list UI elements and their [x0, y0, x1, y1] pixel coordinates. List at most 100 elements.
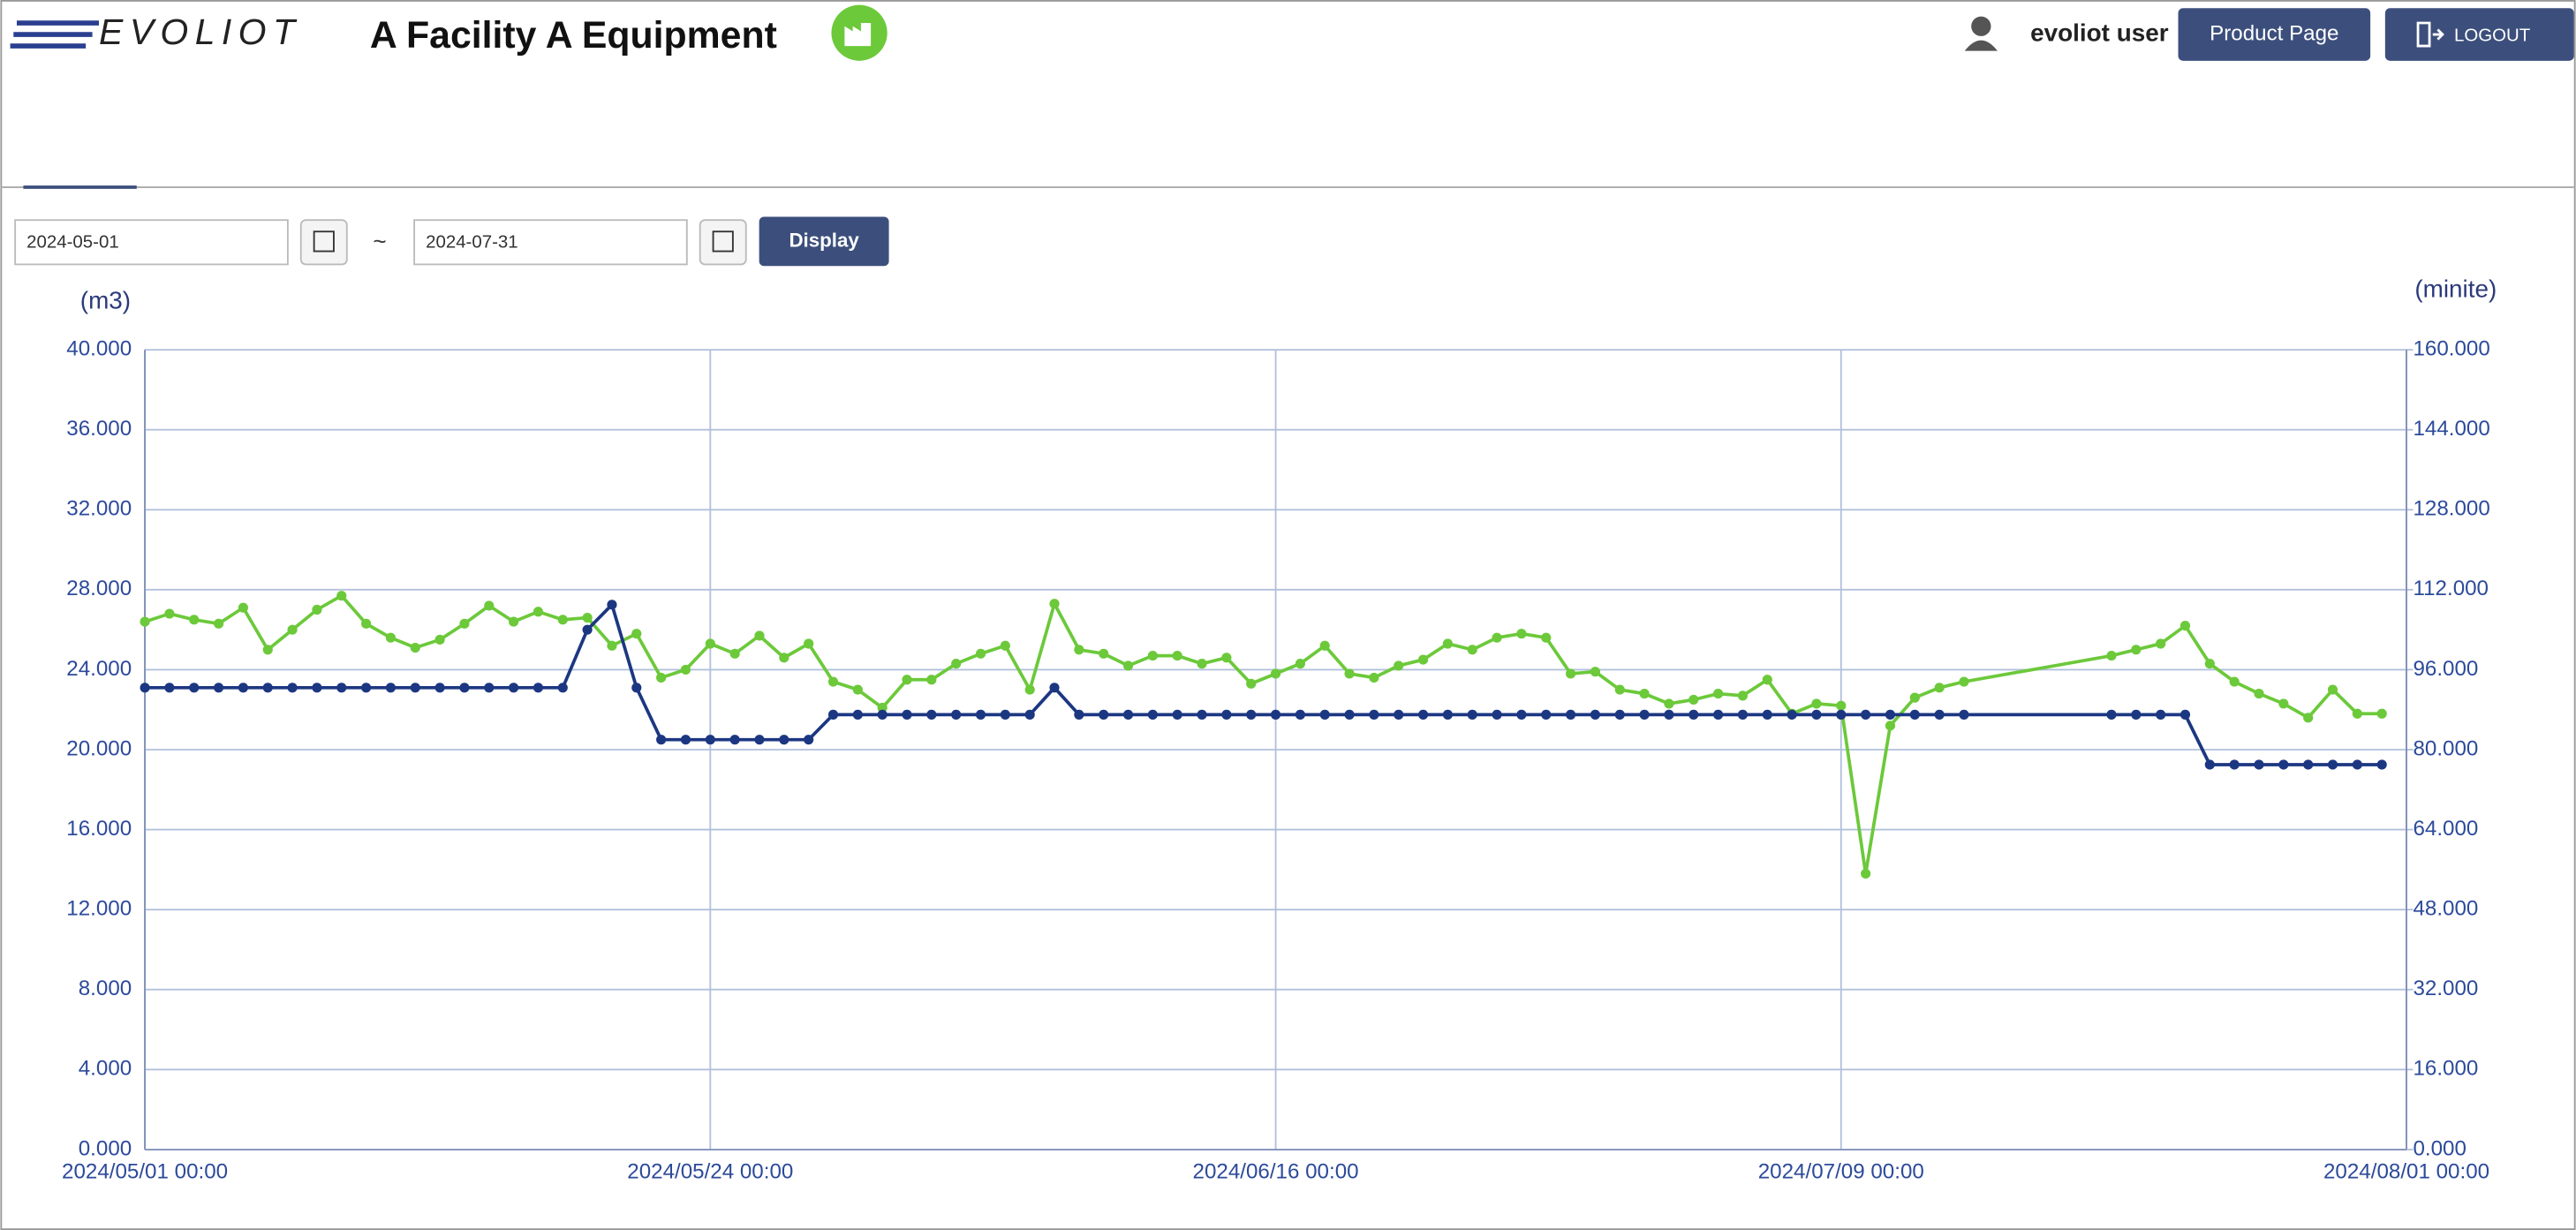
data-point — [509, 683, 519, 693]
data-point — [1319, 640, 1330, 651]
start-date-value[interactable]: 2024-05-01 — [26, 232, 119, 253]
display-button[interactable] — [759, 216, 889, 267]
x-tick-label: 2024/05/24 00:00 — [627, 1159, 793, 1183]
end-date-input[interactable] — [413, 219, 688, 266]
data-point — [533, 683, 544, 693]
data-point — [140, 683, 150, 693]
data-point — [729, 735, 740, 745]
data-point — [1221, 709, 1232, 720]
data-point — [410, 642, 420, 653]
data-point — [2131, 709, 2142, 720]
y2-tick-label: 16.000 — [2413, 1057, 2478, 1081]
y-tick-label: 40.000 — [66, 337, 132, 361]
y-tick-label: 24.000 — [66, 657, 132, 681]
data-point — [533, 607, 544, 617]
data-point — [1099, 648, 1109, 659]
data-point — [1614, 684, 1625, 695]
data-point — [631, 629, 642, 639]
data-point — [1664, 698, 1674, 709]
data-point — [238, 683, 248, 693]
data-point — [1000, 709, 1010, 720]
data-point — [951, 709, 962, 720]
data-point — [2229, 759, 2240, 770]
data-point — [140, 616, 150, 627]
data-point — [361, 618, 372, 629]
data-point — [1122, 660, 1134, 671]
data-point — [484, 683, 495, 693]
data-point — [2254, 759, 2264, 770]
data-point — [1295, 659, 1305, 669]
product-button-label[interactable]: Product Page — [2210, 21, 2338, 45]
data-point — [975, 648, 986, 659]
data-point — [2327, 759, 2338, 770]
data-point — [607, 640, 617, 651]
data-point — [1737, 690, 1749, 701]
data-point — [1049, 683, 1060, 693]
product-button[interactable] — [2178, 8, 2371, 61]
data-point — [1639, 689, 1650, 699]
y-tick-label: 12.000 — [66, 897, 132, 921]
display-button-label[interactable]: Display — [789, 229, 859, 251]
data-point — [656, 735, 667, 745]
data-point — [1099, 709, 1109, 720]
logout-button[interactable] — [2384, 8, 2574, 61]
data-point — [2204, 759, 2215, 770]
data-point — [827, 709, 839, 720]
data-point — [902, 709, 912, 720]
data-point — [631, 683, 642, 693]
data-point — [164, 608, 175, 619]
date-separator: ~ — [373, 228, 386, 254]
data-point — [1344, 709, 1355, 720]
data-point — [1049, 599, 1060, 609]
end-calendar-button[interactable] — [699, 219, 747, 266]
data-point — [1000, 640, 1010, 651]
data-point — [2376, 708, 2387, 719]
data-point — [1467, 645, 1477, 655]
x-tick-label: 2024/06/16 00:00 — [1193, 1159, 1359, 1183]
logo-text: EVOLIOT — [99, 11, 301, 52]
factory-glyph — [844, 23, 872, 47]
data-point — [1197, 659, 1207, 669]
data-point — [1122, 709, 1134, 720]
data-point — [1344, 668, 1355, 679]
start-calendar-button[interactable] — [299, 219, 348, 266]
logo: EVOLIOT — [10, 11, 301, 52]
data-point — [779, 653, 789, 663]
data-point — [1024, 709, 1035, 720]
end-date-value[interactable]: 2024-07-31 — [426, 232, 518, 253]
y2-tick-label: 80.000 — [2413, 736, 2478, 760]
data-point — [951, 659, 962, 669]
user-name: evoliot user — [2030, 19, 2169, 46]
data-point — [189, 683, 200, 693]
data-point — [1197, 709, 1207, 720]
data-point — [214, 618, 224, 629]
calendar-icon — [313, 230, 335, 253]
data-point — [926, 675, 937, 685]
data-point — [164, 683, 175, 693]
page-title: A Facility A Equipment — [370, 14, 777, 57]
y-tick-label: 0.000 — [79, 1136, 132, 1160]
data-point — [2229, 676, 2240, 687]
data-point — [1959, 709, 1969, 720]
data-point — [705, 735, 715, 745]
data-point — [1811, 709, 1822, 720]
x-tick-label: 2024/07/09 00:00 — [1758, 1159, 1924, 1183]
calendar-icon — [712, 230, 734, 253]
data-point — [1369, 672, 1379, 683]
data-point — [2278, 698, 2289, 709]
logout-label[interactable]: LOGOUT — [2454, 25, 2531, 45]
start-date-input[interactable] — [14, 219, 289, 266]
data-point — [1270, 668, 1281, 679]
y2-tick-label: 112.000 — [2413, 577, 2489, 600]
data-point — [262, 645, 273, 655]
data-point — [262, 683, 273, 693]
data-point — [1959, 676, 1969, 687]
data-point — [2327, 684, 2338, 695]
data-point — [1861, 709, 1871, 720]
data-point — [312, 604, 322, 615]
data-point — [434, 634, 445, 645]
y2-tick-label: 144.000 — [2413, 417, 2489, 441]
data-point — [189, 615, 200, 625]
data-point — [1737, 709, 1749, 720]
